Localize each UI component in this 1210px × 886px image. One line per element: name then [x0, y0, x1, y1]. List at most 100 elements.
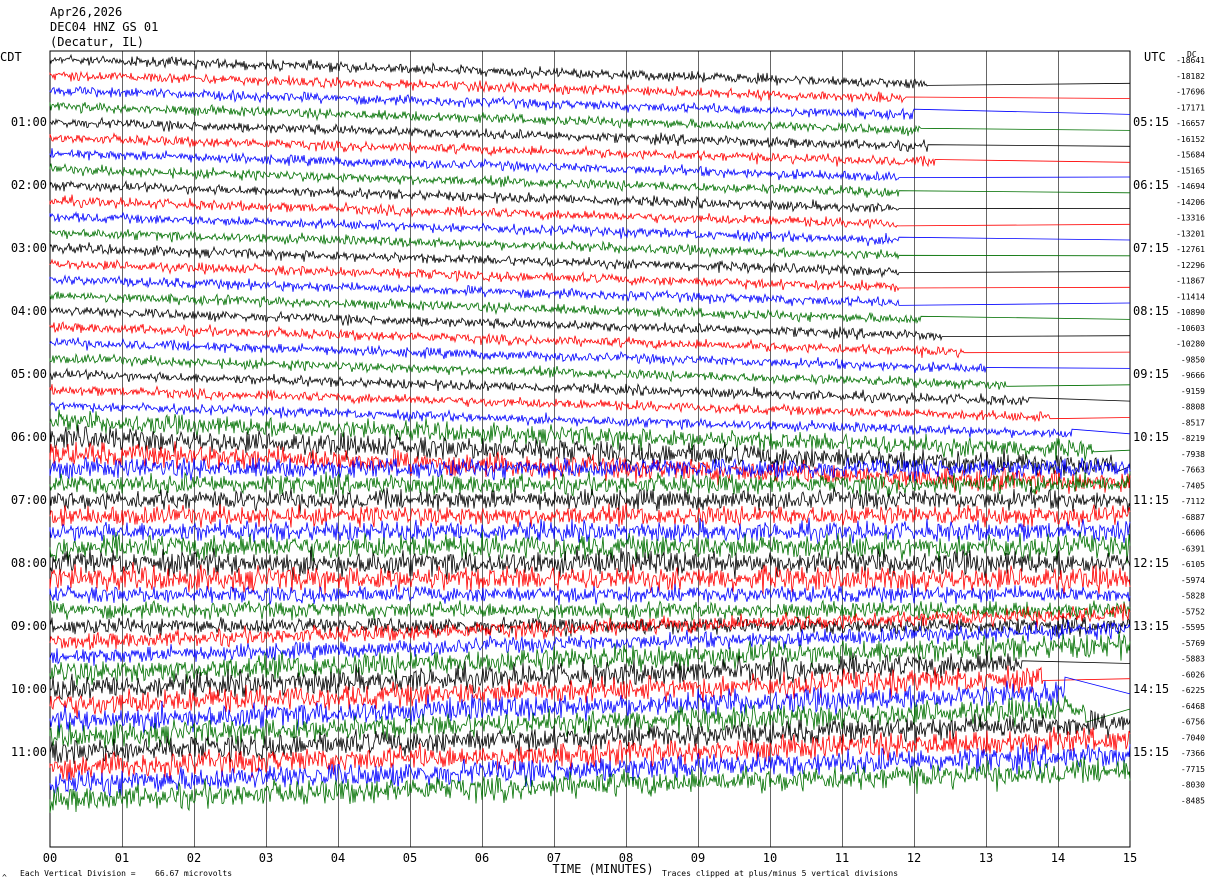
x-tick-label: 09	[691, 851, 705, 865]
trace-offset-label: -9159	[1181, 387, 1205, 396]
trace-offset-label: -9850	[1181, 355, 1205, 364]
trace-line	[49, 132, 1131, 168]
x-tick-label: 13	[979, 851, 993, 865]
trace-line	[49, 424, 1131, 476]
trace-offset-label: -6756	[1181, 718, 1205, 727]
x-tick-label: 01	[115, 851, 129, 865]
trace-line	[49, 102, 1131, 137]
trace-offset-label: -17171	[1176, 103, 1205, 112]
utc-time-label: 11:15	[1133, 493, 1169, 507]
trace-offset-label: -7112	[1181, 497, 1205, 506]
trace-line	[49, 603, 1131, 650]
cdt-time-label: 07:00	[11, 493, 47, 507]
trace-line	[49, 306, 1131, 342]
x-tick-label: 12	[907, 851, 921, 865]
trace-line	[49, 583, 1131, 606]
trace-line	[49, 650, 1131, 700]
cdt-time-label: 05:00	[11, 367, 47, 381]
trace-line	[49, 546, 1131, 581]
trace-line	[49, 742, 1131, 797]
trace-offset-label: -17696	[1176, 88, 1205, 97]
trace-offset-label: -7040	[1181, 733, 1205, 742]
trace-offset-label: -7366	[1181, 749, 1205, 758]
trace-line	[49, 531, 1131, 564]
trace-offset-label: -6468	[1181, 702, 1205, 711]
trace-line	[49, 228, 1131, 260]
trace-line	[49, 163, 1131, 198]
cdt-time-label: 08:00	[11, 556, 47, 570]
utc-time-label: 14:15	[1133, 682, 1169, 696]
seismic-traces	[49, 53, 1131, 813]
x-tick-label: 02	[187, 851, 201, 865]
trace-offset-label: -6887	[1181, 513, 1205, 522]
trace-line	[49, 517, 1131, 545]
trace-line	[49, 561, 1131, 596]
vertical-division-label: Each Vertical Division =	[20, 869, 136, 878]
x-tick-label: 06	[475, 851, 489, 865]
trace-offset-label: -15684	[1176, 151, 1205, 160]
trace-line	[49, 367, 1131, 406]
trace-offset-label: -10280	[1176, 340, 1205, 349]
trace-line	[49, 726, 1131, 781]
x-axis-title: TIME (MINUTES)	[552, 862, 653, 876]
trace-offset-label: -13316	[1176, 214, 1205, 223]
trace-line	[49, 615, 1131, 638]
trace-offset-label: -8485	[1181, 796, 1205, 805]
trace-line	[49, 441, 1131, 495]
location-label: (Decatur, IL)	[50, 35, 144, 49]
station-label: DEC04 HNZ GS 01	[50, 20, 159, 34]
trace-offset-label: -8030	[1181, 781, 1205, 790]
date-label: Apr26,2026	[50, 5, 123, 19]
trace-line	[49, 291, 1131, 325]
trace-line	[49, 148, 1131, 182]
cdt-axis-title: CDT	[0, 50, 22, 64]
trace-line	[49, 665, 1131, 719]
cdt-time-label: 01:00	[11, 115, 47, 129]
utc-time-label: 12:15	[1133, 556, 1169, 570]
trace-offset-label: -7938	[1181, 450, 1205, 459]
trace-line	[49, 456, 1131, 482]
corner-mark: ^	[2, 873, 7, 882]
trace-offset-label: -12761	[1176, 245, 1205, 254]
trace-line	[49, 619, 1131, 666]
trace-offset-label: -16152	[1176, 135, 1205, 144]
trace-offset-label: -16657	[1176, 119, 1205, 128]
plot-frame	[49, 50, 1131, 848]
trace-offset-label: -5752	[1181, 607, 1205, 616]
trace-line	[49, 502, 1131, 528]
cdt-time-label: 11:00	[11, 745, 47, 759]
trace-line	[49, 695, 1131, 749]
dc-label: DC	[1187, 50, 1197, 59]
trace-offset-label: -5828	[1181, 592, 1205, 601]
trace-offset-label: -5769	[1181, 639, 1205, 648]
utc-time-label: 07:15	[1133, 241, 1169, 255]
x-tick-label: 00	[43, 851, 57, 865]
utc-time-label: 15:15	[1133, 745, 1169, 759]
trace-offset-label: -6105	[1181, 560, 1205, 569]
trace-line	[49, 470, 1131, 498]
x-tick-label: 03	[259, 851, 273, 865]
axis-labels: -18641 -18182 -17696 -17171 -16657 -16152 -156…	[0, 50, 1205, 882]
trace-line	[49, 194, 1131, 230]
x-tick-label: 11	[835, 851, 849, 865]
trace-line	[49, 676, 1131, 736]
trace-offset-label: -7405	[1181, 481, 1205, 490]
trace-offset-label: -8808	[1181, 403, 1205, 412]
trace-line	[49, 85, 1131, 121]
trace-line	[49, 384, 1131, 423]
x-tick-label: 04	[331, 851, 345, 865]
trace-line	[49, 242, 1131, 279]
utc-time-label: 08:15	[1133, 304, 1169, 318]
trace-line	[49, 321, 1131, 359]
trace-offset-label: -10890	[1176, 308, 1205, 317]
utc-time-label: 06:15	[1133, 178, 1169, 192]
trace-line	[49, 631, 1131, 686]
trace-offset-label: -6606	[1181, 529, 1205, 538]
trace-offset-label: -6225	[1181, 686, 1205, 695]
x-tick-label: 05	[403, 851, 417, 865]
trace-offset-label: -6391	[1181, 544, 1205, 553]
x-tick-label: 14	[1051, 851, 1065, 865]
trace-offset-label: -8517	[1181, 418, 1205, 427]
trace-offset-label: -12296	[1176, 261, 1205, 270]
trace-offset-label: -5595	[1181, 623, 1205, 632]
